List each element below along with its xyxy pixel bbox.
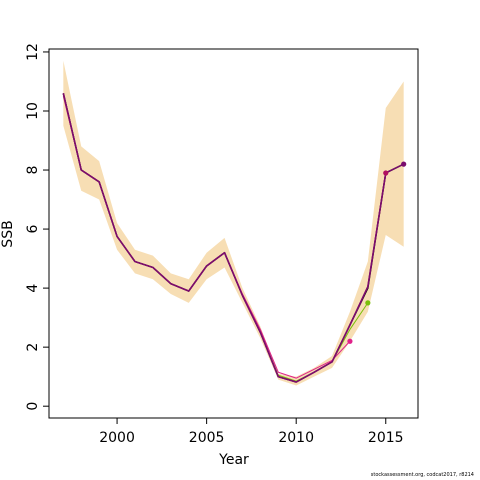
x-tick-label: 2015: [368, 430, 404, 446]
x-tick-label: 2005: [189, 430, 225, 446]
series-end-point-2: [365, 300, 371, 306]
series-lines: [62, 93, 405, 383]
series-line-3: [62, 93, 387, 383]
x-axis: 2000 2005 2010 2015: [99, 417, 404, 446]
series-end-point-3: [383, 170, 389, 176]
series-end-point-4: [401, 161, 407, 167]
series-line-2: [62, 94, 369, 382]
series-end-markers: [347, 161, 407, 344]
y-tick-label: 10: [25, 102, 41, 120]
plot-frame: [48, 48, 419, 419]
footnote: stockassessment.org, codcat2017, r8214: [370, 472, 474, 478]
y-tick-label: 12: [25, 43, 41, 61]
confidence-band: [63, 60, 404, 386]
series-end-point-1: [347, 338, 353, 344]
y-tick-label: 6: [25, 225, 41, 234]
y-tick-label: 4: [25, 284, 41, 293]
y-tick-label: 2: [25, 343, 41, 352]
series-line-1: [62, 96, 351, 379]
y-axis-title: SSB: [0, 220, 16, 247]
y-axis: 0 2 4 6 8 10 12: [25, 43, 50, 411]
x-tick-label: 2010: [278, 430, 314, 446]
series-line-4: [62, 93, 405, 383]
x-axis-title: Year: [218, 452, 249, 468]
confidence-band-area: [63, 60, 404, 386]
x-tick-label: 2000: [99, 430, 135, 446]
y-tick-label: 0: [25, 402, 41, 411]
y-tick-label: 8: [25, 166, 41, 175]
